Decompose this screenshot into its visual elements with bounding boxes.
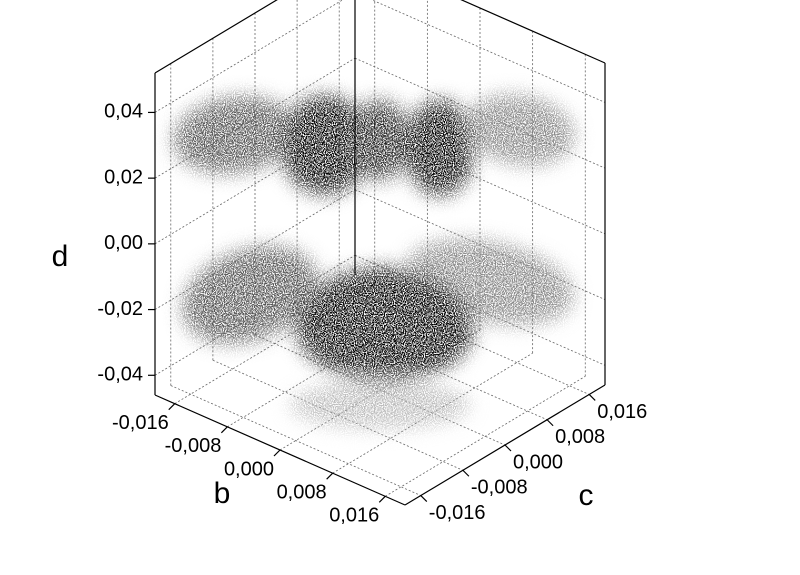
x-tick-label: -0,008 (165, 435, 222, 457)
point-cloud (173, 96, 297, 174)
axes: -0,04-0,020,000,020,04-0,016-0,0080,0000… (97, 0, 647, 527)
y-tick-label: 0,000 (513, 451, 563, 473)
z-tick-label: 0,02 (104, 166, 143, 188)
z-axis-label: d (52, 240, 69, 273)
grid-line (170, 385, 421, 496)
y-tick (420, 495, 428, 502)
y-axis-label: c (579, 479, 594, 512)
point-cloud (295, 267, 475, 383)
x-tick (326, 472, 334, 480)
x-tick (378, 495, 386, 503)
y-tick-label: 0,016 (597, 401, 647, 423)
point-cloud (280, 95, 370, 195)
x-tick (273, 449, 281, 457)
x-tick-label: 0,008 (277, 481, 327, 503)
z-tick-label: -0,02 (97, 298, 143, 320)
point-cloud (465, 94, 575, 166)
point-cloud (290, 381, 470, 429)
x-tick-label: 0,016 (329, 505, 379, 527)
point-clouds (173, 94, 575, 429)
grid-line (154, 0, 344, 113)
y-tick (504, 444, 512, 452)
z-tick-label: 0,04 (104, 101, 143, 123)
axis-edge (154, 0, 278, 74)
point-cloud (350, 100, 410, 180)
z-tick-label: 0,00 (104, 232, 143, 254)
grid-line (385, 375, 586, 497)
z-tick-label: -0,04 (97, 364, 143, 386)
x-tick-label: 0,000 (224, 458, 274, 480)
y-tick-label: -0,016 (429, 502, 486, 524)
y-tick-label: 0,008 (555, 426, 605, 448)
x-tick (220, 426, 228, 434)
axis-edge (460, 0, 606, 64)
x-tick-label: -0,016 (112, 412, 169, 434)
x-axis-label: b (214, 477, 231, 510)
y-tick (546, 419, 554, 427)
y-tick (588, 394, 596, 401)
y-tick-label: -0,008 (471, 477, 528, 499)
point-cloud (405, 100, 475, 196)
y-tick (462, 469, 470, 477)
grid-line (371, 0, 606, 103)
x-tick (168, 403, 176, 411)
grid-line (154, 123, 356, 245)
point-cloud (182, 246, 318, 344)
